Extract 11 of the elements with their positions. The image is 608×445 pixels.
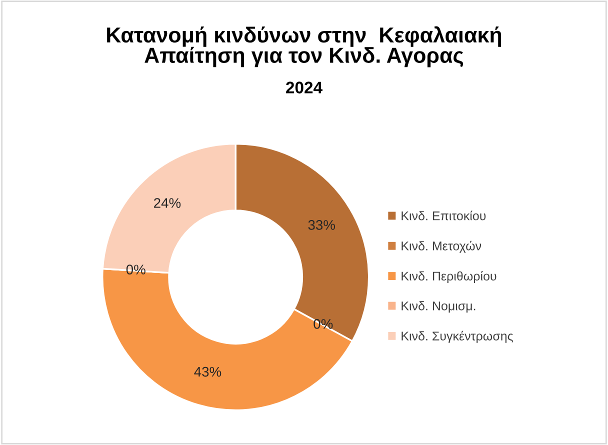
legend-label: Κινδ. Περιθωρίου bbox=[402, 271, 496, 284]
legend-label: Κινδ. Μετοχών bbox=[402, 240, 482, 253]
chart-title: Κατανομή κινδύνων στην Κεφαλαιακή Απαίτηση για τον Κινδ. Αγορας bbox=[107, 26, 502, 68]
data-label: 43% bbox=[194, 366, 222, 377]
legend-label: Κινδ. Νομισμ. bbox=[402, 301, 476, 313]
legend-label: Κινδ. Συγκέντρωσης bbox=[402, 330, 513, 343]
data-label: 24% bbox=[154, 198, 181, 208]
text: 0% bbox=[126, 264, 146, 274]
legend-label: Κινδ. Επιτοκίου bbox=[402, 210, 486, 220]
chart-subtitle: 2024 bbox=[286, 82, 322, 94]
data-label: 33% bbox=[308, 220, 336, 230]
